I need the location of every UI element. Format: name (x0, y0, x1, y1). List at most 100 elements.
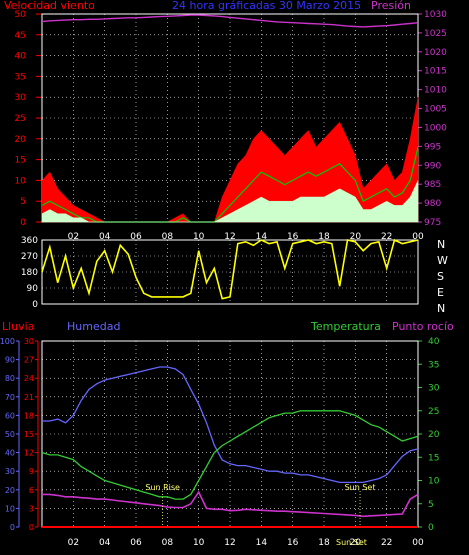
chart1-x-tick-label: 20 (350, 232, 362, 242)
chart1-right-tick-label: 975 (424, 218, 441, 228)
chart1-x-tick-label: 10 (193, 232, 205, 242)
chart3-temperature-tick-label: 40 (428, 337, 440, 347)
chart2-left-tick-label: 270 (21, 252, 38, 262)
chart3-humidity-line (42, 366, 419, 484)
chart1-right-tick-label: 1020 (424, 48, 447, 58)
chart3-rain-tick-label: 18 (24, 411, 34, 420)
chart3-x-axis-ticks: 02 04 06 08 10 12 14 16 18 20 22 00 (68, 538, 424, 548)
chart3-rain-tick-label: 9 (29, 467, 34, 476)
chart3-temperature-tick-label: 5 (428, 500, 434, 510)
chart3-temperature-tick-label: 35 (428, 360, 439, 370)
chart2-series (41, 238, 419, 300)
chart3-rain-tick-label: 3 (29, 504, 34, 513)
chart1-right-tick-label: 995 (424, 142, 441, 152)
chart3-x-tick-label: 20 (350, 538, 362, 548)
chart3-rain-tick-label: 30 (24, 337, 34, 346)
chart1-right-tick-label: 990 (424, 161, 441, 171)
chart3-series (41, 366, 419, 528)
chart1-x-tick-label: 04 (99, 232, 111, 242)
chart2-left-axis-ticks: 0 90 180 270 360 (21, 236, 38, 310)
chart1-left-tick-label: 0 (20, 218, 26, 228)
chart2-left-tick-label: 90 (27, 284, 39, 294)
chart3-humidity-tick-label: 20 (5, 486, 15, 495)
chart1-right-tick-label: 1000 (424, 123, 447, 133)
chart3-humidity-tick-label: 90 (5, 356, 15, 365)
chart1-left-tick-label: 5 (20, 197, 26, 207)
chart1-left-label: Velocidad viento (4, 0, 95, 12)
chart1-x-tick-label: 02 (68, 232, 79, 242)
chart3-temperature-tick-label: 0 (428, 523, 434, 533)
chart1-x-tick-label: 06 (130, 232, 142, 242)
chart3-annotation-label: Sun Set (345, 483, 376, 492)
chart3-legend-temperature: Temperatura (310, 320, 381, 333)
chart2-compass-label: N (437, 302, 445, 315)
chart3-humidity-axis-ticks: 0 10 20 30 40 50 60 70 80 90 100 (0, 337, 19, 532)
chart1-left-tick-label: 40 (15, 52, 27, 62)
chart1-right-label: Presión (371, 0, 411, 12)
chart2-compass-label: E (437, 286, 444, 299)
chart3-rain-tick-label: 21 (24, 393, 34, 402)
chart1-x-axis-ticks: 02 04 06 08 10 12 14 16 18 20 22 00 (68, 232, 424, 242)
chart3-temperature-tick-label: 15 (428, 453, 439, 463)
chart3-humidity-tick-label: 100 (0, 337, 15, 346)
chart3-humidity-tick-label: 30 (5, 467, 15, 476)
chart3-annotations: Sun Rise Sun Set (145, 483, 375, 527)
chart3-x-tick-label: 04 (99, 538, 111, 548)
chart3-temperature-line (41, 410, 419, 500)
chart3-humidity-tick-label: 10 (5, 504, 15, 513)
chart1-x-tick-label: 22 (381, 232, 392, 242)
chart3-dewpoint-line (42, 490, 419, 518)
chart3-x-tick-label: 14 (256, 538, 268, 548)
chart1-right-tick-label: 1015 (424, 67, 447, 77)
chart3-temperature-tick-label: 30 (428, 384, 440, 394)
chart3-temperature-tick-label: 20 (428, 430, 440, 440)
chart1-left-axis-ticks: 0 5 10 15 20 25 30 35 40 45 50 (15, 10, 42, 228)
chart3-humidity-tick-label: 70 (5, 393, 15, 402)
chart3-x-tick-label: 18 (318, 538, 330, 548)
chart1-left-tick-label: 15 (15, 156, 26, 166)
chart1-left-tick-label: 35 (15, 72, 26, 82)
chart1-x-tick-label: 18 (318, 232, 330, 242)
chart2-compass-label: N (437, 238, 445, 251)
chart3-x-tick-label: 06 (130, 538, 142, 548)
chart3-x-tick-label: 00 (412, 538, 424, 548)
chart3-rain-axis-ticks: 0 3 6 9 12 15 18 21 24 27 30 (24, 337, 38, 532)
chart3-rain-tick-label: 12 (24, 449, 34, 458)
chart1-gust-area (41, 97, 419, 223)
chart2-compass-label: W (437, 254, 448, 267)
chart3-x-tick-label: 16 (287, 538, 299, 548)
chart3-rain-tick-label: 24 (24, 374, 34, 383)
chart1-left-tick-label: 30 (15, 93, 27, 103)
chart3-rain-tick-label: 15 (24, 430, 34, 439)
chart1-left-tick-label: 20 (15, 135, 27, 145)
chart1-x-tick-label: 08 (162, 232, 174, 242)
chart1-right-tick-label: 1025 (424, 29, 447, 39)
chart2-direction-line (41, 238, 419, 300)
chart3-x-tick-label: 02 (68, 538, 79, 548)
chart1-x-tick-label: 00 (412, 232, 424, 242)
chart3-x-tick-label: 22 (381, 538, 392, 548)
chart3-bottom-label: Sun Set (336, 538, 367, 547)
chart1-title: 24 hora gráficadas 30 Marzo 2015 (172, 0, 361, 12)
chart3-x-tick-label: 08 (162, 538, 174, 548)
chart3-annotation-label: Sun Rise (145, 483, 180, 492)
chart1-x-tick-label: 16 (287, 232, 299, 242)
chart3-rain-tick-label: 6 (29, 486, 34, 495)
chart3-humidity-tick-label: 50 (5, 430, 15, 439)
chart2-left-tick-label: 360 (21, 236, 38, 246)
chart3-humidity-tick-label: 80 (5, 374, 15, 383)
chart1-right-tick-label: 1030 (424, 10, 447, 20)
chart3-x-tick-label: 12 (224, 538, 235, 548)
chart1-right-tick-label: 980 (424, 199, 441, 209)
chart1-right-tick-label: 1010 (424, 86, 447, 96)
chart3-rain-tick-label: 27 (24, 356, 34, 365)
chart1-left-tick-label: 45 (15, 31, 26, 41)
chart1-left-tick-label: 10 (15, 176, 27, 186)
chart3-humidity-tick-label: 60 (5, 411, 15, 420)
chart3-legend-humidity: Humedad (67, 320, 120, 333)
chart1-left-tick-label: 25 (15, 114, 26, 124)
chart1-right-tick-label: 985 (424, 180, 441, 190)
chart3-humidity-tick-label: 0 (10, 523, 15, 532)
